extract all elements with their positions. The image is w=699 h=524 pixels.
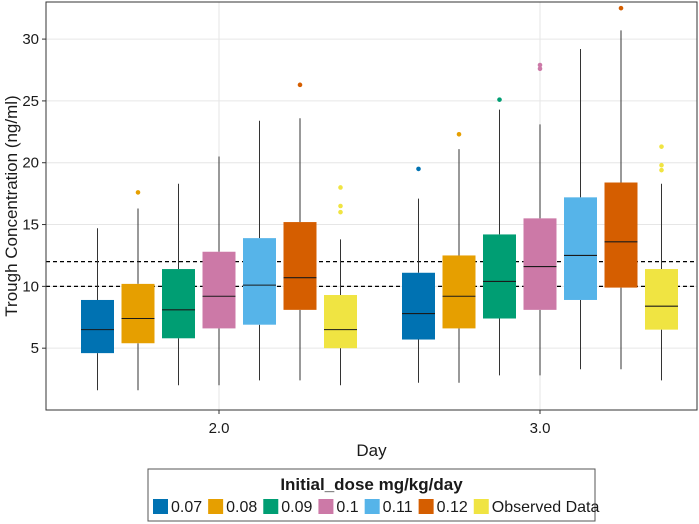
legend-title: Initial_dose mg/kg/day xyxy=(280,475,463,494)
outlier-point xyxy=(416,166,421,172)
box-0.08-day-3.0 xyxy=(442,131,476,383)
legend-key xyxy=(318,499,334,514)
legend-key xyxy=(153,499,168,514)
box-iqr xyxy=(402,272,435,340)
legend-item-0.07: 0.07 xyxy=(153,499,202,516)
y-tick-label: 10 xyxy=(22,278,39,295)
reference-lines xyxy=(46,260,697,288)
outlier-point xyxy=(456,131,462,137)
box-0.11-day-3.0 xyxy=(564,48,597,370)
outlier-point xyxy=(659,167,664,173)
box-iqr xyxy=(564,197,597,300)
x-axis-title: Day xyxy=(356,441,387,460)
box-0.07-day-2.0 xyxy=(81,228,114,391)
legend-item-0.09: 0.09 xyxy=(263,499,313,516)
x-tick-label: 2.0 xyxy=(209,420,230,437)
plot-frame xyxy=(45,1,698,411)
outlier-point xyxy=(497,97,502,102)
legend-item-0.12: 0.12 xyxy=(418,499,468,516)
legend-item-0.08: 0.08 xyxy=(208,499,257,516)
box-iqr xyxy=(483,234,516,319)
box-0.09-day-3.0 xyxy=(483,97,516,376)
legend-label: 0.08 xyxy=(226,499,257,516)
legend-item-observed-data: Observed Data xyxy=(473,499,600,516)
box-observed-data-day-2.0 xyxy=(324,185,357,386)
legend-key xyxy=(473,499,489,514)
box-0.09-day-2.0 xyxy=(162,183,195,386)
legend-label: Observed Data xyxy=(492,499,600,516)
box-0.12-day-2.0 xyxy=(283,82,317,381)
box-iqr xyxy=(442,255,476,329)
outlier-point xyxy=(537,66,543,72)
outlier-point xyxy=(338,209,343,215)
box-iqr xyxy=(202,251,236,329)
legend-key xyxy=(418,499,434,514)
outlier-point xyxy=(537,62,543,68)
y-tick-label: 30 xyxy=(22,31,39,48)
legend-item-0.1: 0.1 xyxy=(318,499,359,516)
box-iqr xyxy=(523,218,557,310)
y-tick-label: 20 xyxy=(22,155,39,172)
box-iqr xyxy=(324,295,357,349)
legend-label: 0.12 xyxy=(437,499,468,516)
box-0.12-day-3.0 xyxy=(604,5,638,370)
box-0.07-day-3.0 xyxy=(402,166,435,383)
box-iqr xyxy=(81,299,114,354)
grid xyxy=(46,2,697,410)
legend-label: 0.09 xyxy=(281,499,312,516)
box-0.1-day-3.0 xyxy=(523,62,557,376)
legend-key xyxy=(208,499,224,514)
x-tick-label: 3.0 xyxy=(530,420,551,437)
legend-item-0.11: 0.11 xyxy=(364,499,413,516)
y-tick-label: 25 xyxy=(22,93,39,110)
legend-items: 0.07 0.08 0.09 0.1 0.11 0.12 Observed Data xyxy=(153,499,599,516)
legend-label: 0.11 xyxy=(383,499,413,516)
y-tick-label: 5 xyxy=(31,340,39,357)
legend: Initial_dose mg/kg/day 0.07 0.08 0.09 0.1 0.… xyxy=(147,468,599,522)
box-iqr xyxy=(243,238,276,325)
legend-label: 0.07 xyxy=(171,499,202,516)
box-iqr xyxy=(162,269,195,339)
outlier-point xyxy=(135,190,141,195)
legend-label: 0.1 xyxy=(336,499,358,516)
outlier-point xyxy=(659,144,664,149)
outlier-point xyxy=(618,5,624,11)
legend-key xyxy=(364,499,380,514)
box-iqr xyxy=(283,222,317,310)
box-iqr xyxy=(121,283,155,344)
outlier-point xyxy=(338,185,343,190)
legend-key xyxy=(263,499,279,514)
axes: 5 10 15 20 25 30 2.0 3.0 xyxy=(22,31,550,437)
outlier-point xyxy=(338,203,343,209)
box-observed-data-day-3.0 xyxy=(645,144,678,381)
outlier-point xyxy=(659,162,664,168)
boxes xyxy=(81,5,678,391)
box-0.1-day-2.0 xyxy=(202,156,236,386)
box-iqr xyxy=(604,182,638,288)
box-0.11-day-2.0 xyxy=(243,120,276,381)
box-0.08-day-2.0 xyxy=(121,190,155,391)
y-axis-title: Trough Concentration (ng/ml) xyxy=(2,95,21,316)
outlier-point xyxy=(297,82,303,88)
y-tick-label: 15 xyxy=(22,217,39,234)
box-iqr xyxy=(645,269,678,330)
